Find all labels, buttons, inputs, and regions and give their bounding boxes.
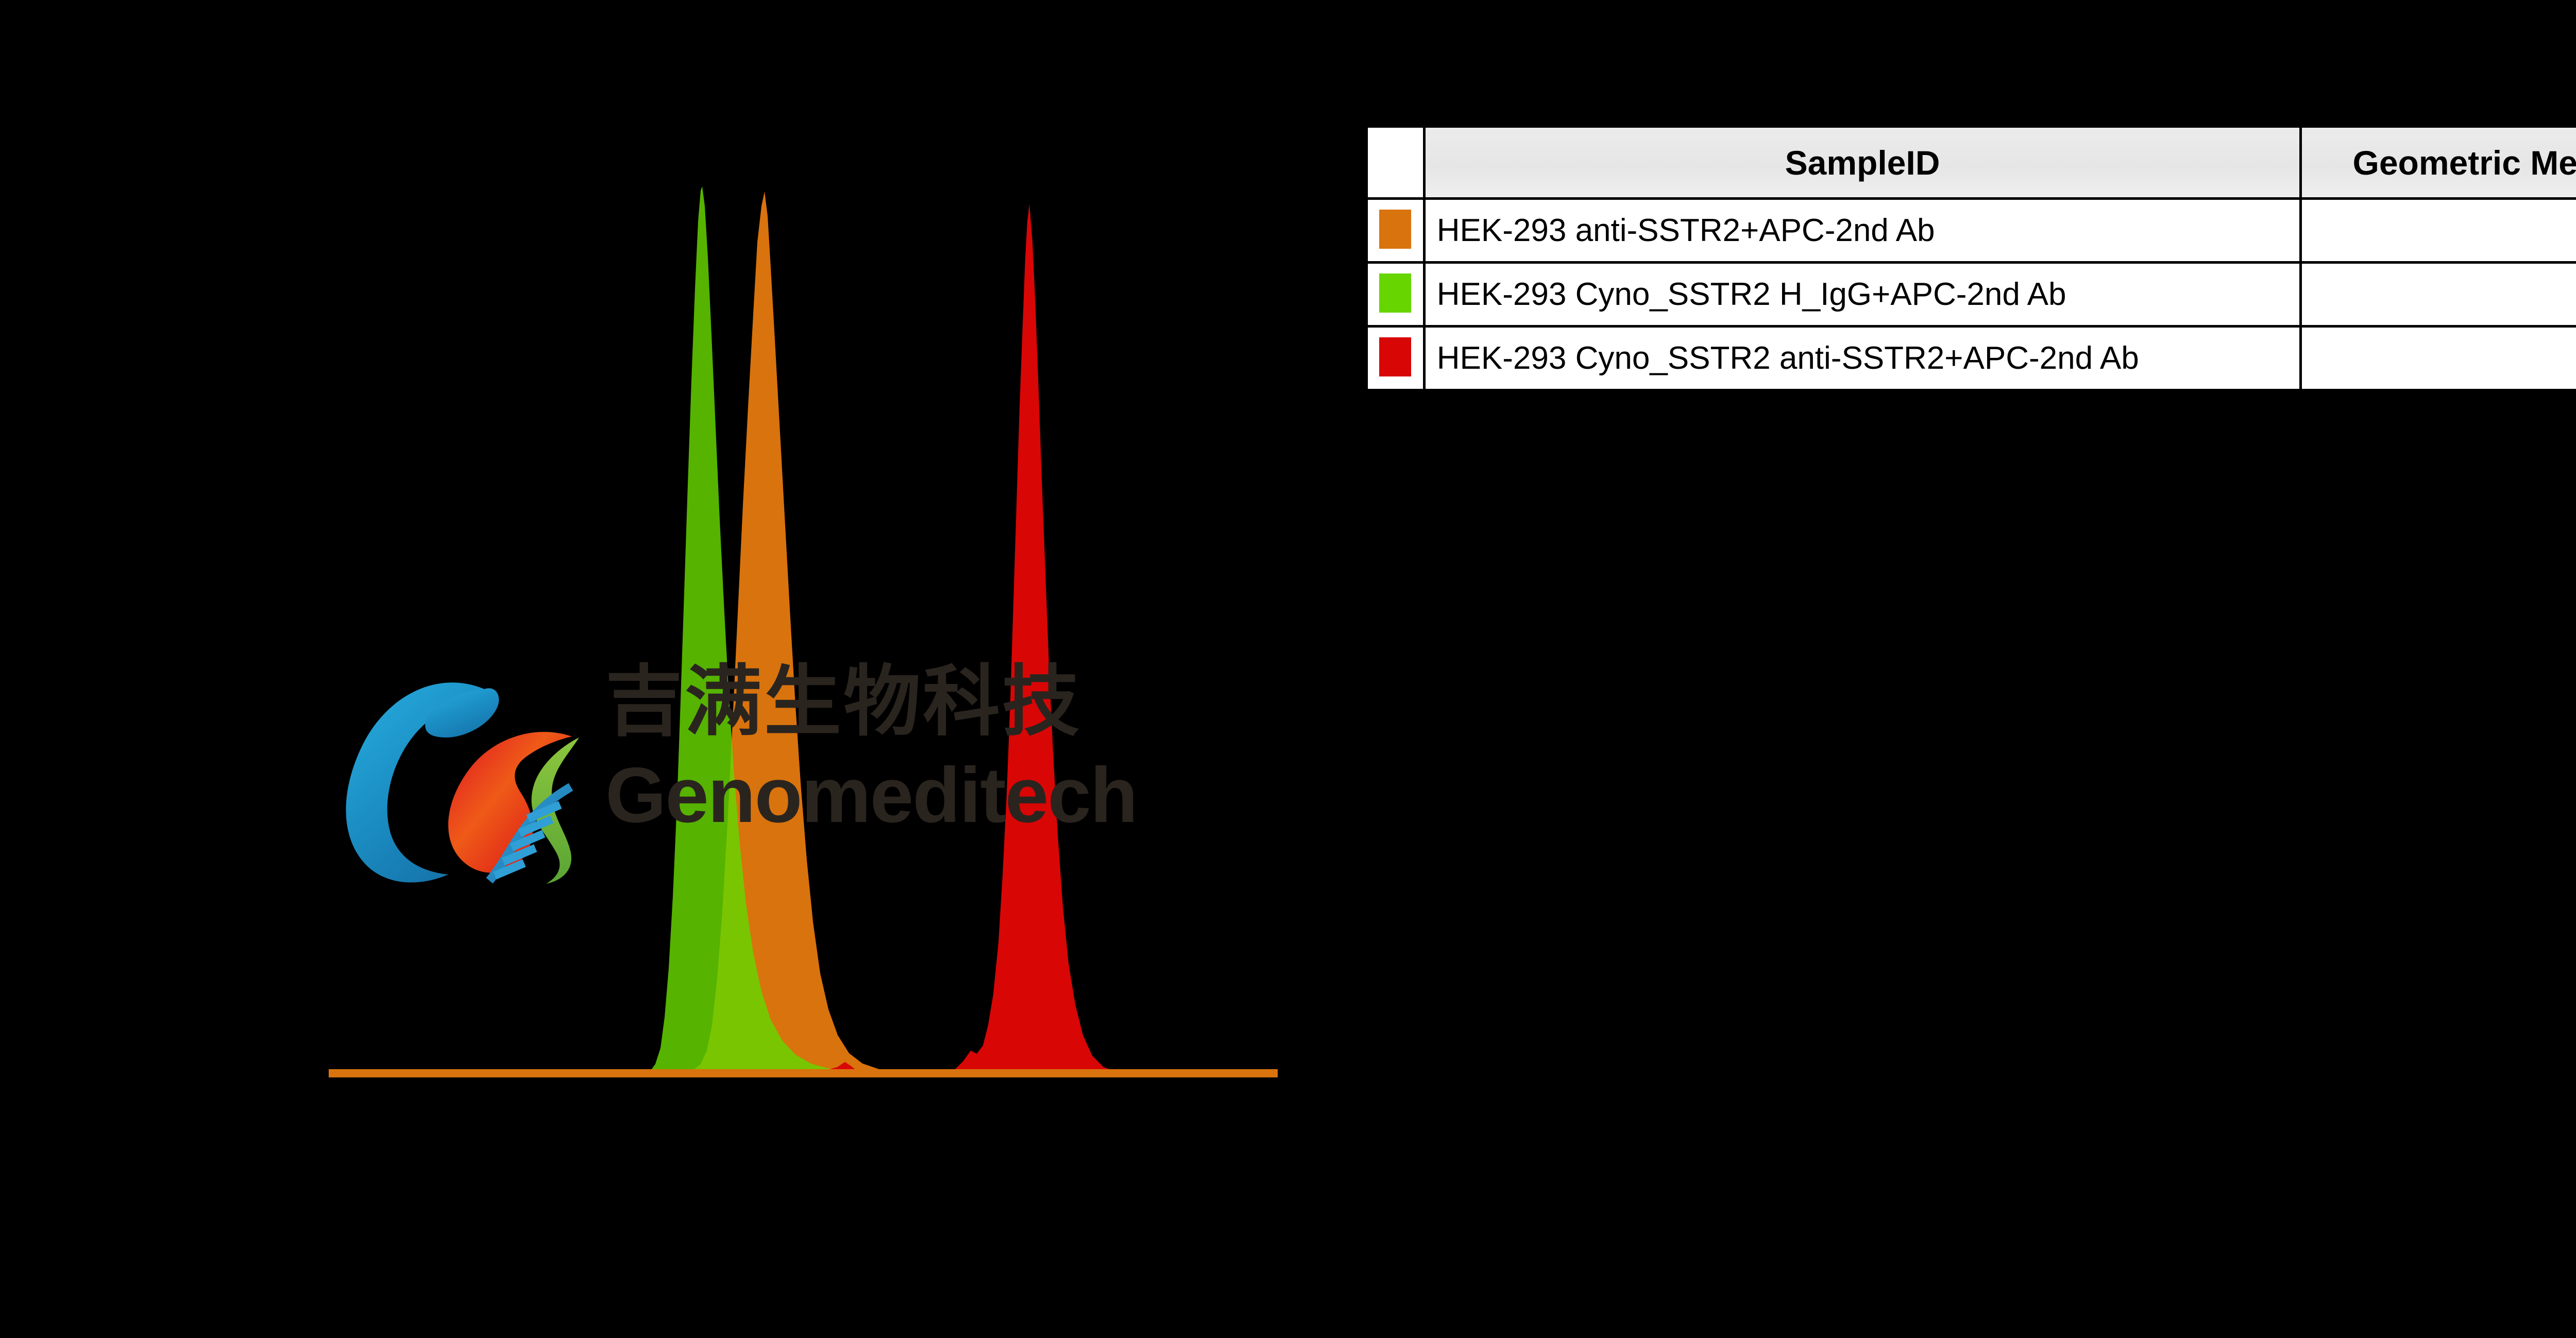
row-color-swatch-cell <box>1365 261 1426 328</box>
row-color-swatch-cell <box>1365 325 1426 391</box>
color-swatch-red <box>1379 337 1412 376</box>
color-swatch-green <box>1379 273 1412 313</box>
flow-cytometry-histogram: 吉满生物科技 Genomeditech <box>329 186 1278 1077</box>
sample-id-cell: HEK-293 Cyno_SSTR2 H_IgG+APC-2nd Ab <box>1422 261 2302 328</box>
histogram-area-orange <box>329 192 1278 1073</box>
color-swatch-orange <box>1379 210 1412 249</box>
column-header-swatch <box>1365 125 1426 200</box>
sample-id-cell: HEK-293 anti-SSTR2+APC-2nd Ab <box>1422 197 2302 264</box>
row-color-swatch-cell <box>1365 197 1426 264</box>
table-header-row: SampleID Geometric Mean : FL11-H <box>1365 125 2576 200</box>
geometric-mean-cell: 1501 <box>2299 261 2576 328</box>
histogram-svg <box>329 186 1278 1077</box>
table-row[interactable]: HEK-293 Cyno_SSTR2 anti-SSTR2+APC-2nd Ab… <box>1365 325 2576 391</box>
column-header-geometric-mean: Geometric Mean : FL11-H <box>2299 125 2576 200</box>
sample-id-cell: HEK-293 Cyno_SSTR2 anti-SSTR2+APC-2nd Ab <box>1422 325 2302 391</box>
table-row[interactable]: HEK-293 Cyno_SSTR2 H_IgG+APC-2nd Ab 1501 <box>1365 261 2576 328</box>
statistics-table: SampleID Geometric Mean : FL11-H HEK-293… <box>1365 125 2576 391</box>
geometric-mean-cell: 4958 <box>2299 197 2576 264</box>
axis-baseline <box>329 1069 1278 1077</box>
geometric-mean-cell: 6.54E5 <box>2299 325 2576 391</box>
histogram-area-red <box>329 204 1278 1075</box>
table-row[interactable]: HEK-293 anti-SSTR2+APC-2nd Ab 4958 <box>1365 197 2576 264</box>
column-header-sampleid: SampleID <box>1422 125 2302 200</box>
